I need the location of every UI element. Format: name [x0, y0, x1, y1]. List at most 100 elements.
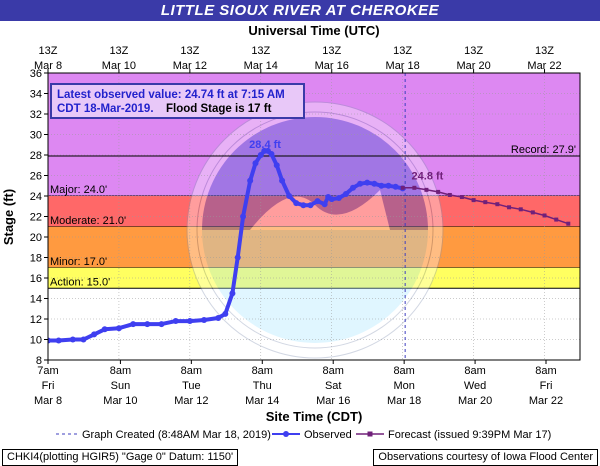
- observed-point-25: [279, 177, 286, 184]
- observed-point-4: [91, 331, 98, 338]
- observed-point-11: [186, 318, 193, 325]
- forecast-point-14: [566, 221, 571, 226]
- forecast-point-10: [518, 207, 523, 212]
- legend-observed-marker: [283, 431, 289, 437]
- bottom-tick-day-1: Sun: [111, 380, 131, 392]
- observed-point-8: [144, 321, 151, 328]
- observed-point-0: [48, 337, 51, 344]
- y-tick-label-14: 14: [30, 294, 42, 306]
- bottom-tick-date-2: Mar 12: [174, 395, 208, 407]
- observed-point-26: [286, 193, 293, 199]
- band-label-moderate: Moderate: 21.0': [50, 215, 126, 227]
- top-tick-date-3: Mar 14: [244, 60, 278, 72]
- top-tick-time-2: 13Z: [180, 45, 199, 57]
- y-tick-label-34: 34: [30, 89, 42, 101]
- y-tick-label-28: 28: [30, 150, 42, 162]
- observed-point-9: [158, 321, 165, 328]
- y-tick-label-26: 26: [30, 171, 42, 183]
- y-tick-label-30: 30: [30, 130, 42, 142]
- forecast-point-11: [530, 210, 535, 215]
- observed-point-27: [293, 200, 300, 207]
- bottom-tick-time-3: 8am: [252, 365, 273, 377]
- top-tick-date-4: Mar 16: [315, 60, 349, 72]
- legend-forecast-marker: [367, 431, 373, 437]
- chart-title: LITTLE SIOUX RIVER AT CHEROKEE: [0, 0, 600, 21]
- top-tick-date-7: Mar 22: [527, 60, 561, 72]
- top-tick-date-6: Mar 20: [456, 60, 490, 72]
- bottom-tick-day-3: Thu: [253, 380, 272, 392]
- top-tick-time-0: 13Z: [39, 45, 58, 57]
- forecast-point-2: [424, 187, 429, 192]
- bottom-tick-day-6: Wed: [464, 380, 486, 392]
- y-tick-label-24: 24: [30, 191, 42, 203]
- y-tick-label-32: 32: [30, 109, 42, 121]
- y-tick-label-16: 16: [30, 273, 42, 285]
- observed-point-17: [240, 213, 247, 220]
- observed-point-1: [55, 337, 62, 344]
- observed-point-12: [201, 317, 208, 324]
- observed-point-16: [234, 254, 241, 261]
- observed-point-24: [273, 162, 280, 169]
- bottom-tick-time-5: 8am: [393, 365, 414, 377]
- top-tick-date-1: Mar 10: [102, 60, 136, 72]
- observed-point-3: [80, 336, 87, 343]
- top-tick-time-3: 13Z: [251, 45, 270, 57]
- forecast-point-8: [495, 202, 500, 207]
- observed-point-14: [222, 310, 229, 317]
- latest-value-box: Latest observed value: 24.74 ft at 7:15 …: [50, 83, 305, 119]
- y-axis-title: Stage (ft): [1, 189, 16, 245]
- forecast-point-3: [436, 189, 441, 194]
- band-label-action: Action: 15.0': [50, 276, 110, 288]
- legend-observed-label: Observed: [304, 429, 352, 441]
- bottom-axis-ticks: 7am Fri Mar 8 8am Sun Mar 10 8am Tue Mar 12 8am Th…: [34, 360, 563, 407]
- forecast-point-4: [447, 192, 452, 197]
- legend-forecast-label: Forecast (issued 9:39PM Mar 17): [388, 429, 551, 441]
- bottom-tick-time-0: 7am: [37, 365, 58, 377]
- observed-point-20: [257, 152, 264, 158]
- observed-point-5: [101, 326, 108, 333]
- forecast-point-1: [412, 185, 417, 190]
- observed-point-29: [307, 202, 314, 209]
- top-tick-date-2: Mar 12: [173, 60, 207, 72]
- observed-point-23: [268, 150, 275, 157]
- forecast-point-12: [542, 213, 547, 218]
- flood-stage-text: Flood Stage is 17 ft: [166, 103, 272, 115]
- observed-point-33: [328, 196, 335, 203]
- observed-point-37: [357, 180, 364, 187]
- bottom-tick-time-4: 8am: [323, 365, 344, 377]
- record-label: Record: 27.9': [511, 144, 576, 156]
- forecast-point-9: [507, 205, 512, 210]
- observed-point-41: [385, 182, 392, 189]
- bottom-tick-day-0: Fri: [42, 380, 55, 392]
- forecast-point-0: [400, 185, 405, 190]
- y-tick-label-18: 18: [30, 253, 42, 265]
- latest-value-line1: Latest observed value: 24.74 ft at 7:15 …: [57, 89, 285, 101]
- y-tick-label-10: 10: [30, 335, 42, 347]
- band-minor: [48, 226, 580, 268]
- observed-point-40: [378, 182, 385, 189]
- y-tick-label-12: 12: [30, 314, 42, 326]
- observed-point-19: [252, 160, 259, 167]
- observed-point-28: [300, 202, 307, 209]
- bottom-tick-date-6: Mar 20: [458, 395, 492, 407]
- annotation-0: 28.4 ft: [249, 139, 281, 151]
- bottom-tick-time-6: 8am: [464, 365, 485, 377]
- top-tick-time-5: 13Z: [393, 45, 412, 57]
- forecast-point-6: [471, 198, 476, 203]
- top-tick-date-0: Mar 8: [34, 60, 62, 72]
- bottom-tick-day-7: Fri: [540, 380, 553, 392]
- value-annotations: 28.4 ft 24.8 ft: [249, 139, 444, 183]
- noaa-logo-watermark: [186, 101, 444, 359]
- bottom-tick-time-1: 8am: [110, 365, 131, 377]
- observed-point-13: [215, 314, 222, 321]
- forecast-point-5: [459, 195, 464, 200]
- observed-point-34: [335, 195, 342, 202]
- band-action: [48, 267, 580, 289]
- annotation-1: 24.8 ft: [412, 171, 444, 183]
- observed-point-30: [314, 198, 321, 205]
- observed-point-6: [115, 325, 122, 332]
- top-axis-title: Universal Time (UTC): [248, 23, 379, 38]
- forecast-point-7: [483, 200, 488, 205]
- bottom-tick-date-0: Mar 8: [34, 395, 62, 407]
